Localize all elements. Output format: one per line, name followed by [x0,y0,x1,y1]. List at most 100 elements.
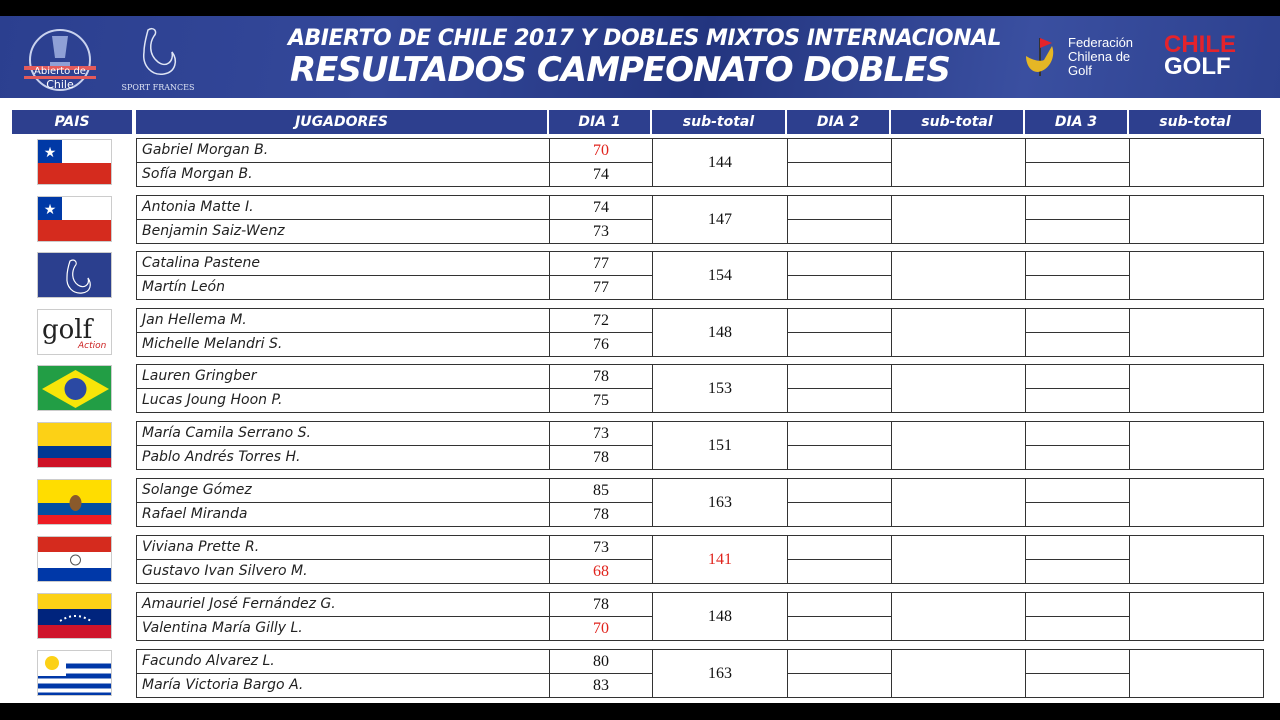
player-name: María Camila Serrano S. [136,421,550,446]
ecuador-flag-icon [37,479,112,525]
bottom-bar [0,703,1280,720]
dia3-score [1025,364,1130,389]
venezuela-flag-icon [37,593,112,639]
dia1-score: 85 [549,478,653,503]
dia3-score [1025,535,1130,560]
column-header: sub-total [1129,110,1263,134]
dia3-score [1025,138,1130,163]
svg-text:Abierto de: Abierto de [34,66,86,77]
column-header: JUGADORES [136,110,549,134]
subtotal-dia3 [1129,195,1264,244]
dia2-score [787,138,892,163]
player-name: Pablo Andrés Torres H. [136,445,550,470]
brazil-flag-icon [37,365,112,411]
dia2-score [787,592,892,617]
dia2-score [787,478,892,503]
subtotal-dia2 [891,649,1026,698]
column-header: DIA 3 [1025,110,1129,134]
column-header: DIA 2 [787,110,891,134]
subtotal-dia1: 163 [652,649,788,698]
svg-text:Action: Action [77,341,107,351]
team-row: golf Action Jan Hellema M. 72 Michelle Melan… [0,308,1280,357]
dia3-score [1025,195,1130,220]
player-name: Benjamin Saiz-Wenz [136,219,550,244]
dia1-score: 75 [549,388,653,413]
player-name: Michelle Melandri S. [136,332,550,357]
subtotal-dia1: 154 [652,251,788,300]
dia3-score [1025,478,1130,503]
column-header: sub-total [891,110,1025,134]
subtotal-dia2 [891,308,1026,357]
dia1-score: 70 [549,616,653,641]
player-name: Valentina María Gilly L. [136,616,550,641]
subtotal-dia2 [891,251,1026,300]
golf-action-flag-icon: golf Action [37,309,112,355]
svg-text:★: ★ [44,202,57,218]
dia3-score [1025,421,1130,446]
player-name: Solange Gómez [136,478,550,503]
subtotal-dia3 [1129,592,1264,641]
dia3-score [1025,502,1130,527]
dia1-score: 73 [549,219,653,244]
subtotal-dia2 [891,421,1026,470]
dia2-score [787,364,892,389]
dia2-score [787,445,892,470]
dia2-score [787,162,892,187]
dia3-score [1025,219,1130,244]
uruguay-flag-icon [37,650,112,696]
top-bar [0,0,1280,16]
dia2-score [787,219,892,244]
dia3-score [1025,332,1130,357]
subtotal-dia1: 148 [652,308,788,357]
dia3-score [1025,251,1130,276]
title-line-1: ABIERTO DE CHILE 2017 Y DOBLES MIXTOS IN… [288,26,1002,51]
player-name: Sofía Morgan B. [136,162,550,187]
dia1-score: 78 [549,592,653,617]
dia1-score: 68 [549,559,653,584]
team-row: Catalina Pastene 77 Martín León 77 154 [0,251,1280,300]
dia2-score [787,275,892,300]
player-name: Amauriel José Fernández G. [136,592,550,617]
subtotal-dia3 [1129,535,1264,584]
dia1-score: 74 [549,162,653,187]
abierto-de-chile-logo: Abierto de Chile [22,22,98,94]
subtotal-dia2 [891,195,1026,244]
subtotal-dia3 [1129,421,1264,470]
player-name: Jan Hellema M. [136,308,550,333]
dia1-score: 76 [549,332,653,357]
dia2-score [787,649,892,674]
column-header: DIA 1 [549,110,652,134]
subtotal-dia1: 148 [652,592,788,641]
dia1-score: 70 [549,138,653,163]
dia1-score: 80 [549,649,653,674]
svg-text:★: ★ [44,145,57,161]
sport-frances-flag-icon [37,252,112,298]
dia2-score [787,502,892,527]
dia2-score [787,308,892,333]
dia2-score [787,673,892,698]
column-header: PAIS [12,110,134,134]
svg-text:Chile: Chile [46,78,74,91]
dia3-score [1025,649,1130,674]
dia1-score: 73 [549,535,653,560]
dia2-score [787,388,892,413]
subtotal-dia3 [1129,251,1264,300]
column-header: sub-total [652,110,787,134]
chile-golf-logo: CHILE GOLF [1164,31,1236,80]
dia1-score: 78 [549,502,653,527]
player-name: María Victoria Bargo A. [136,673,550,698]
subtotal-dia1: 151 [652,421,788,470]
dia2-score [787,421,892,446]
dia1-score: 78 [549,445,653,470]
federacion-chilena-golf-logo: Federación Chilena de Golf [1024,34,1144,84]
subtotal-dia1: 163 [652,478,788,527]
player-name: Martín León [136,275,550,300]
dia2-score [787,251,892,276]
dia3-score [1025,616,1130,641]
subtotal-dia3 [1129,364,1264,413]
dia1-score: 72 [549,308,653,333]
subtotal-dia3 [1129,478,1264,527]
subtotal-dia3 [1129,649,1264,698]
subtotal-dia1: 147 [652,195,788,244]
dia3-score [1025,308,1130,333]
